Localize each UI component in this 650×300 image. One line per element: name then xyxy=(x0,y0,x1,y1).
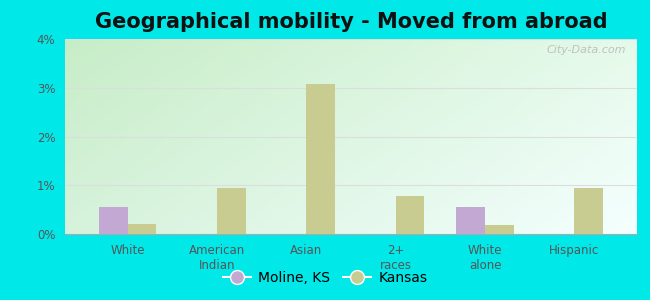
Text: City-Data.com: City-Data.com xyxy=(546,45,625,55)
Bar xyxy=(456,207,485,234)
Bar xyxy=(306,84,335,234)
Bar xyxy=(575,188,603,234)
Bar xyxy=(217,188,246,234)
Legend: Moline, KS, Kansas: Moline, KS, Kansas xyxy=(217,265,433,290)
Bar xyxy=(396,196,424,234)
Bar xyxy=(485,225,514,234)
Bar xyxy=(127,224,156,234)
Bar xyxy=(99,207,127,234)
Title: Geographical mobility - Moved from abroad: Geographical mobility - Moved from abroa… xyxy=(95,12,607,32)
